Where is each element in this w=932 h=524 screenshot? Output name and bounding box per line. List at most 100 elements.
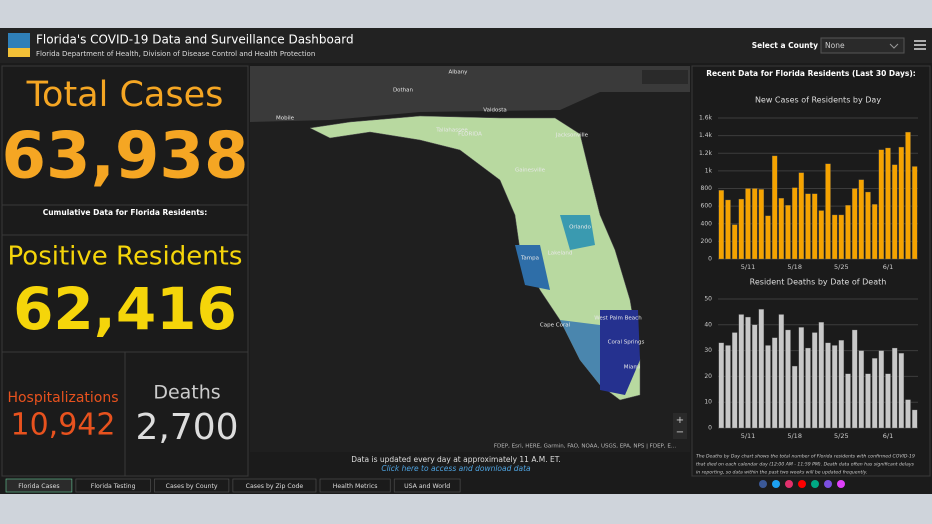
bar — [765, 215, 771, 260]
bar — [911, 166, 918, 260]
bar — [758, 309, 765, 429]
tab[interactable] — [393, 478, 461, 493]
y-tick-label: 1k — [705, 167, 713, 174]
bar — [905, 131, 911, 260]
bar — [778, 314, 785, 429]
tab[interactable] — [5, 478, 73, 493]
bar — [771, 337, 778, 429]
social-icon[interactable] — [837, 480, 845, 488]
tab[interactable] — [232, 478, 317, 493]
place-label: Miami — [624, 365, 641, 371]
tab[interactable] — [154, 478, 230, 493]
bar — [805, 347, 811, 429]
tab-label[interactable]: Cases by Zip Code — [246, 483, 304, 490]
bar — [718, 342, 725, 429]
logo-band — [8, 48, 30, 57]
title: Florida's COVID-19 Data and Surveillance… — [36, 33, 354, 47]
select-label: Select a County — [752, 41, 818, 50]
panel-title: Recent Data for Florida Residents (Last … — [706, 69, 916, 78]
bar — [878, 149, 885, 260]
y-tick-label: 400 — [701, 220, 713, 227]
bar — [758, 189, 765, 260]
place-label: Coral Springs — [608, 340, 645, 346]
bar — [725, 199, 731, 260]
x-tick-label: 6/1 — [883, 432, 893, 440]
x-tick-label: 5/25 — [834, 263, 849, 271]
bar — [891, 347, 898, 429]
bar — [798, 172, 805, 260]
tab-label[interactable]: USA and World — [404, 483, 450, 490]
y-tick-label: 20 — [704, 373, 712, 380]
bar — [745, 316, 751, 429]
tab-label[interactable]: Florida Testing — [91, 483, 136, 490]
y-tick-label: 800 — [701, 185, 713, 192]
social-icon[interactable] — [798, 480, 806, 488]
footnote-line: The Deaths by Day chart shows the total … — [696, 454, 915, 460]
social-icon[interactable] — [811, 480, 819, 488]
menu-icon[interactable] — [914, 40, 926, 50]
bar — [738, 314, 745, 429]
bar — [825, 163, 831, 260]
attribution: FDEP, Esri, HERE, Garmin, FAO, NOAA, USG… — [494, 444, 676, 450]
bar — [725, 345, 731, 429]
chart-title: Resident Deaths by Date of Death — [750, 278, 887, 287]
bar — [831, 214, 838, 260]
bar — [791, 187, 798, 260]
bar — [911, 409, 918, 429]
bar — [798, 327, 805, 429]
tab[interactable] — [319, 478, 391, 493]
tab-label[interactable]: Cases by County — [166, 483, 218, 490]
y-tick-label: 30 — [704, 347, 712, 354]
county-select[interactable] — [820, 37, 905, 54]
y-tick-label: 1.6k — [699, 115, 713, 122]
bar — [858, 179, 865, 260]
y-tick-label: 600 — [701, 203, 713, 210]
social-icon[interactable] — [824, 480, 832, 488]
bar — [871, 358, 878, 429]
bar — [865, 373, 871, 429]
social-icon[interactable] — [772, 480, 780, 488]
tab-label[interactable]: Florida Cases — [18, 483, 59, 490]
social-icon[interactable] — [759, 480, 767, 488]
county-highest — [600, 310, 640, 395]
footnote-line: that died on each calendar day (12:00 AM… — [696, 462, 915, 468]
bar — [898, 353, 905, 429]
place-label: Dothan — [393, 88, 414, 94]
map-toolbar[interactable] — [642, 70, 688, 84]
tab-label[interactable]: Health Metrics — [333, 483, 378, 490]
bar — [771, 155, 778, 260]
zoom-control[interactable] — [673, 413, 687, 439]
tab[interactable] — [75, 478, 151, 493]
bar — [905, 399, 911, 429]
place-label: Mobile — [276, 116, 295, 122]
hosp-label: Hospitalizations — [7, 390, 118, 406]
subtitle: Florida Department of Health, Division o… — [36, 50, 315, 58]
place-label: Valdosta — [483, 108, 506, 114]
bar — [845, 205, 851, 260]
zoom-out[interactable]: − — [676, 427, 684, 438]
bar — [825, 342, 831, 429]
county-high — [560, 320, 600, 385]
bar — [885, 373, 891, 429]
x-tick-label: 5/11 — [741, 432, 756, 440]
bar — [785, 205, 791, 260]
deaths-value: 2,700 — [135, 407, 238, 448]
bar — [838, 340, 845, 429]
bar — [785, 329, 791, 429]
positive-label: Positive Residents — [8, 242, 243, 272]
bar — [818, 322, 825, 429]
florida — [309, 115, 641, 401]
zoom-in[interactable]: + — [676, 415, 684, 426]
download-link[interactable]: Click here to access and download data — [381, 464, 531, 473]
bar — [871, 204, 878, 260]
bar — [891, 164, 898, 260]
bottom-backdrop — [0, 494, 932, 524]
bar — [898, 146, 905, 260]
bar — [745, 188, 751, 260]
county-high — [560, 215, 595, 250]
bar — [831, 345, 838, 429]
social-icon[interactable] — [785, 480, 793, 488]
place-label: Lakeland — [548, 251, 573, 257]
place-label: Tampa — [520, 256, 539, 262]
